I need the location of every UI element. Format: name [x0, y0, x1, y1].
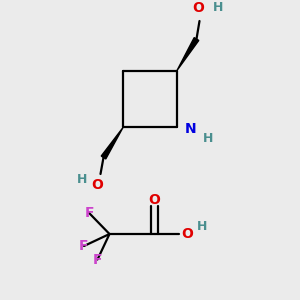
- Text: F: F: [93, 253, 102, 266]
- Polygon shape: [177, 38, 199, 70]
- Text: O: O: [182, 227, 194, 241]
- Text: O: O: [148, 193, 160, 206]
- Polygon shape: [101, 128, 123, 159]
- Text: H: H: [197, 220, 208, 233]
- Text: N: N: [184, 122, 196, 136]
- Text: H: H: [76, 173, 87, 187]
- Text: H: H: [202, 132, 213, 146]
- Text: H: H: [213, 1, 224, 14]
- Text: F: F: [79, 239, 89, 253]
- Text: O: O: [92, 178, 104, 193]
- Text: F: F: [84, 206, 94, 220]
- Text: O: O: [192, 1, 204, 15]
